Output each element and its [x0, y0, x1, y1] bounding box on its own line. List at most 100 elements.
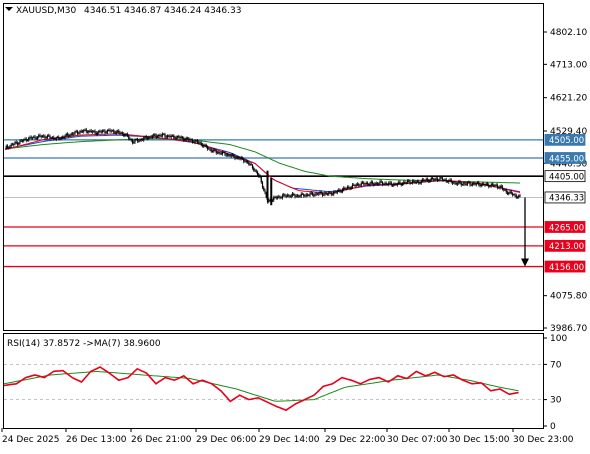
candle-body: [76, 131, 79, 134]
candle-body: [101, 130, 104, 132]
time-tick-label: 29 Dec 06:00: [196, 435, 257, 445]
level-tag-box: [544, 133, 586, 146]
candle-body: [10, 144, 12, 146]
candle-body: [401, 183, 404, 185]
candle-body: [199, 142, 201, 144]
candle-body: [263, 187, 265, 191]
candle-body: [250, 164, 252, 165]
candle-body: [215, 150, 217, 153]
candle-body: [53, 137, 55, 140]
candle-body: [218, 152, 220, 153]
candle-body: [469, 182, 471, 185]
candle-body: [388, 182, 390, 185]
candle-body: [256, 171, 259, 175]
candle-body: [336, 191, 339, 193]
candle-body: [140, 139, 142, 141]
candle-body: [481, 183, 484, 185]
candle-body: [239, 158, 241, 160]
candle-body: [190, 139, 192, 141]
rsi-tick-label: 100: [550, 334, 567, 344]
candle-body: [314, 194, 316, 196]
candle-body: [488, 184, 490, 187]
candle-body: [216, 152, 219, 154]
candle-body: [141, 139, 144, 141]
candle-body: [245, 161, 247, 162]
candle-body: [14, 142, 16, 145]
candle-body: [209, 148, 211, 150]
candle-body: [283, 194, 285, 196]
candle-body: [324, 193, 326, 195]
candle-body: [25, 138, 27, 141]
candle-body: [364, 183, 366, 185]
candle-body: [125, 133, 127, 135]
candle-body: [308, 194, 310, 196]
arrow-down-icon: [521, 258, 529, 267]
chart-menu-triangle-icon[interactable]: [5, 7, 13, 11]
candle-body: [63, 137, 65, 139]
candle-body: [8, 147, 10, 149]
candle-body: [225, 154, 227, 156]
candle-body: [371, 181, 374, 184]
candle-body: [151, 136, 154, 138]
candle-body: [468, 182, 470, 184]
candle-body: [130, 139, 132, 141]
candle-body: [44, 136, 46, 139]
candle-body: [55, 137, 57, 140]
level-tag-box: [544, 239, 586, 252]
candle-body: [375, 183, 377, 185]
candle-body: [501, 186, 504, 190]
candle-body: [433, 178, 435, 180]
candle-body: [18, 142, 20, 145]
candle-body: [445, 179, 447, 182]
current-price-tag-text: 4346.33: [549, 194, 584, 204]
candle-body: [33, 136, 35, 138]
rsi-tick-label: 0: [550, 422, 556, 432]
candle-body: [88, 130, 90, 133]
current-price-tag: 4346.33: [544, 191, 586, 204]
candle-body: [244, 161, 246, 163]
candle-body: [81, 131, 84, 133]
candle-body: [356, 184, 359, 185]
candle-body: [5, 146, 7, 149]
level-tag-box: [544, 221, 586, 233]
candle-body: [440, 177, 442, 179]
candle-body: [394, 184, 396, 186]
candle-body: [61, 137, 64, 139]
candle-body: [428, 180, 430, 182]
candle-body: [129, 138, 131, 140]
candle-body: [480, 184, 482, 187]
candle-body: [119, 132, 121, 134]
candle-body: [165, 136, 167, 138]
candle-body: [240, 157, 242, 159]
candle-body: [420, 180, 422, 184]
candle-body: [323, 194, 325, 196]
candle-body: [403, 182, 405, 184]
candle-body: [296, 195, 299, 197]
candle-body: [224, 152, 226, 155]
candle-body: [176, 136, 179, 138]
candle-body: [318, 193, 320, 195]
candle-body: [153, 134, 155, 137]
candle-body: [339, 189, 341, 192]
candle-body: [163, 133, 165, 135]
candle-body: [344, 187, 346, 189]
candle-body: [519, 195, 521, 197]
price-panel[interactable]: [3, 3, 544, 331]
candle-body: [290, 195, 292, 197]
candle-body: [6, 146, 9, 148]
candle-body: [160, 135, 162, 137]
candle-body: [316, 193, 319, 195]
candle-body: [40, 136, 42, 138]
candle-body: [450, 179, 452, 183]
candle-body: [285, 195, 287, 197]
candle-body: [16, 142, 19, 145]
candle-body: [134, 139, 136, 143]
candle-body: [395, 184, 397, 186]
candle-body: [459, 181, 461, 183]
candle-body: [108, 130, 110, 131]
candle-body: [74, 131, 76, 134]
rsi-panel[interactable]: [3, 333, 544, 429]
candle-body: [96, 132, 99, 135]
candle-body: [304, 195, 306, 197]
